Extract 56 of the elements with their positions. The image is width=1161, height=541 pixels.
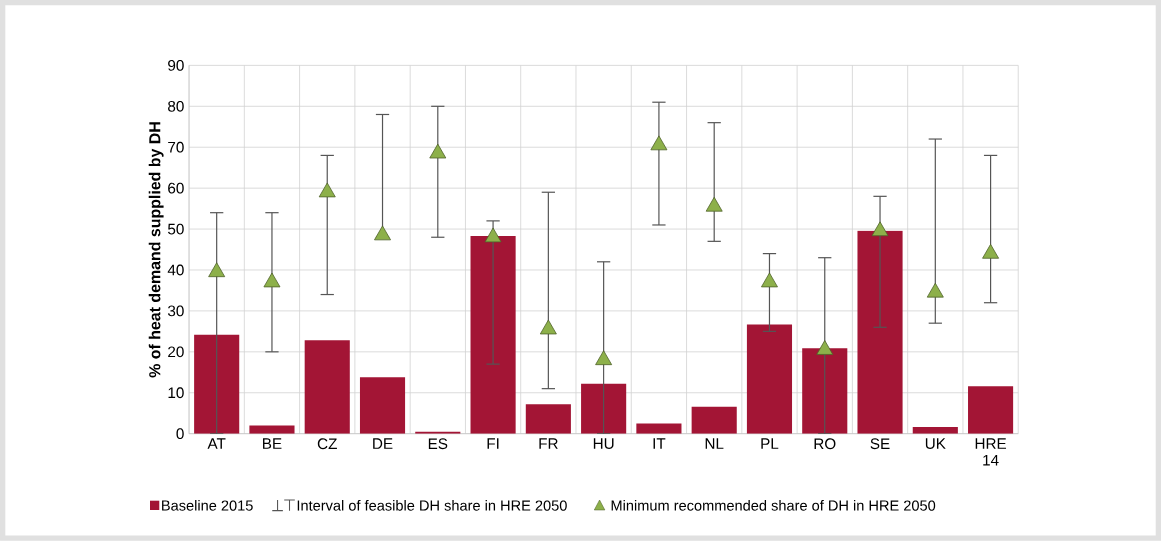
x-tick-label: HRE 14 bbox=[975, 438, 1007, 466]
point bbox=[484, 227, 502, 243]
x-tick-label: RO bbox=[814, 438, 836, 450]
x-tick-label: UK bbox=[925, 438, 946, 450]
x-tick-label: BE bbox=[263, 438, 282, 449]
y-tick-label: 80 bbox=[168, 100, 184, 112]
y-axis-title: % of heat demand supplied by DH bbox=[148, 122, 164, 378]
bar bbox=[636, 423, 682, 434]
y-tick-label: 10 bbox=[168, 387, 184, 399]
point bbox=[208, 262, 226, 278]
point bbox=[318, 182, 336, 198]
bar bbox=[857, 230, 903, 434]
x-tick-label: FI bbox=[487, 438, 499, 449]
y-tick-label: 20 bbox=[168, 346, 184, 358]
bar bbox=[359, 377, 406, 434]
y-tick-label: 90 bbox=[168, 60, 184, 71]
point bbox=[263, 272, 281, 288]
point bbox=[926, 282, 944, 298]
point bbox=[429, 143, 447, 159]
y-tick-label: 30 bbox=[167, 305, 184, 317]
point bbox=[816, 340, 834, 355]
legend-label: Minimum recommended share of DH in HRE 2050 bbox=[611, 500, 936, 511]
y-tick-label: 50 bbox=[167, 223, 184, 235]
y-tick-label: 0 bbox=[176, 428, 184, 440]
point bbox=[982, 244, 1000, 259]
bar bbox=[525, 404, 571, 434]
point bbox=[539, 319, 557, 335]
bar bbox=[581, 383, 627, 434]
x-tick-label: PL bbox=[761, 438, 779, 449]
x-tick-label: ES bbox=[428, 438, 448, 450]
point bbox=[761, 272, 778, 288]
text: Interval of feasible DH share in HRE 2050 bbox=[297, 500, 567, 511]
x-tick-label: IT bbox=[653, 438, 666, 449]
bar bbox=[746, 324, 793, 434]
x-tick-label: DE bbox=[373, 438, 393, 449]
bar bbox=[304, 340, 350, 434]
point bbox=[595, 350, 613, 366]
legend-label: Baseline 2015 bbox=[162, 500, 253, 511]
bar bbox=[194, 334, 240, 434]
bar bbox=[691, 406, 737, 434]
y-tick-label: 40 bbox=[167, 264, 184, 276]
point bbox=[374, 225, 391, 241]
bar bbox=[249, 425, 295, 434]
y-tick-label: 70 bbox=[168, 141, 184, 153]
x-tick-label: FR bbox=[539, 438, 558, 449]
x-tick-label: AT bbox=[207, 438, 226, 449]
x-tick-label: SE bbox=[870, 438, 890, 450]
point bbox=[650, 135, 668, 151]
x-tick-label: HU bbox=[593, 438, 614, 450]
x-tick-label: NL bbox=[705, 438, 724, 449]
x-tick-label: CZ bbox=[317, 438, 337, 450]
y-tick-label: 60 bbox=[168, 182, 184, 194]
point bbox=[705, 196, 723, 212]
bar bbox=[912, 427, 958, 434]
bar bbox=[968, 386, 1014, 434]
point bbox=[871, 221, 889, 237]
